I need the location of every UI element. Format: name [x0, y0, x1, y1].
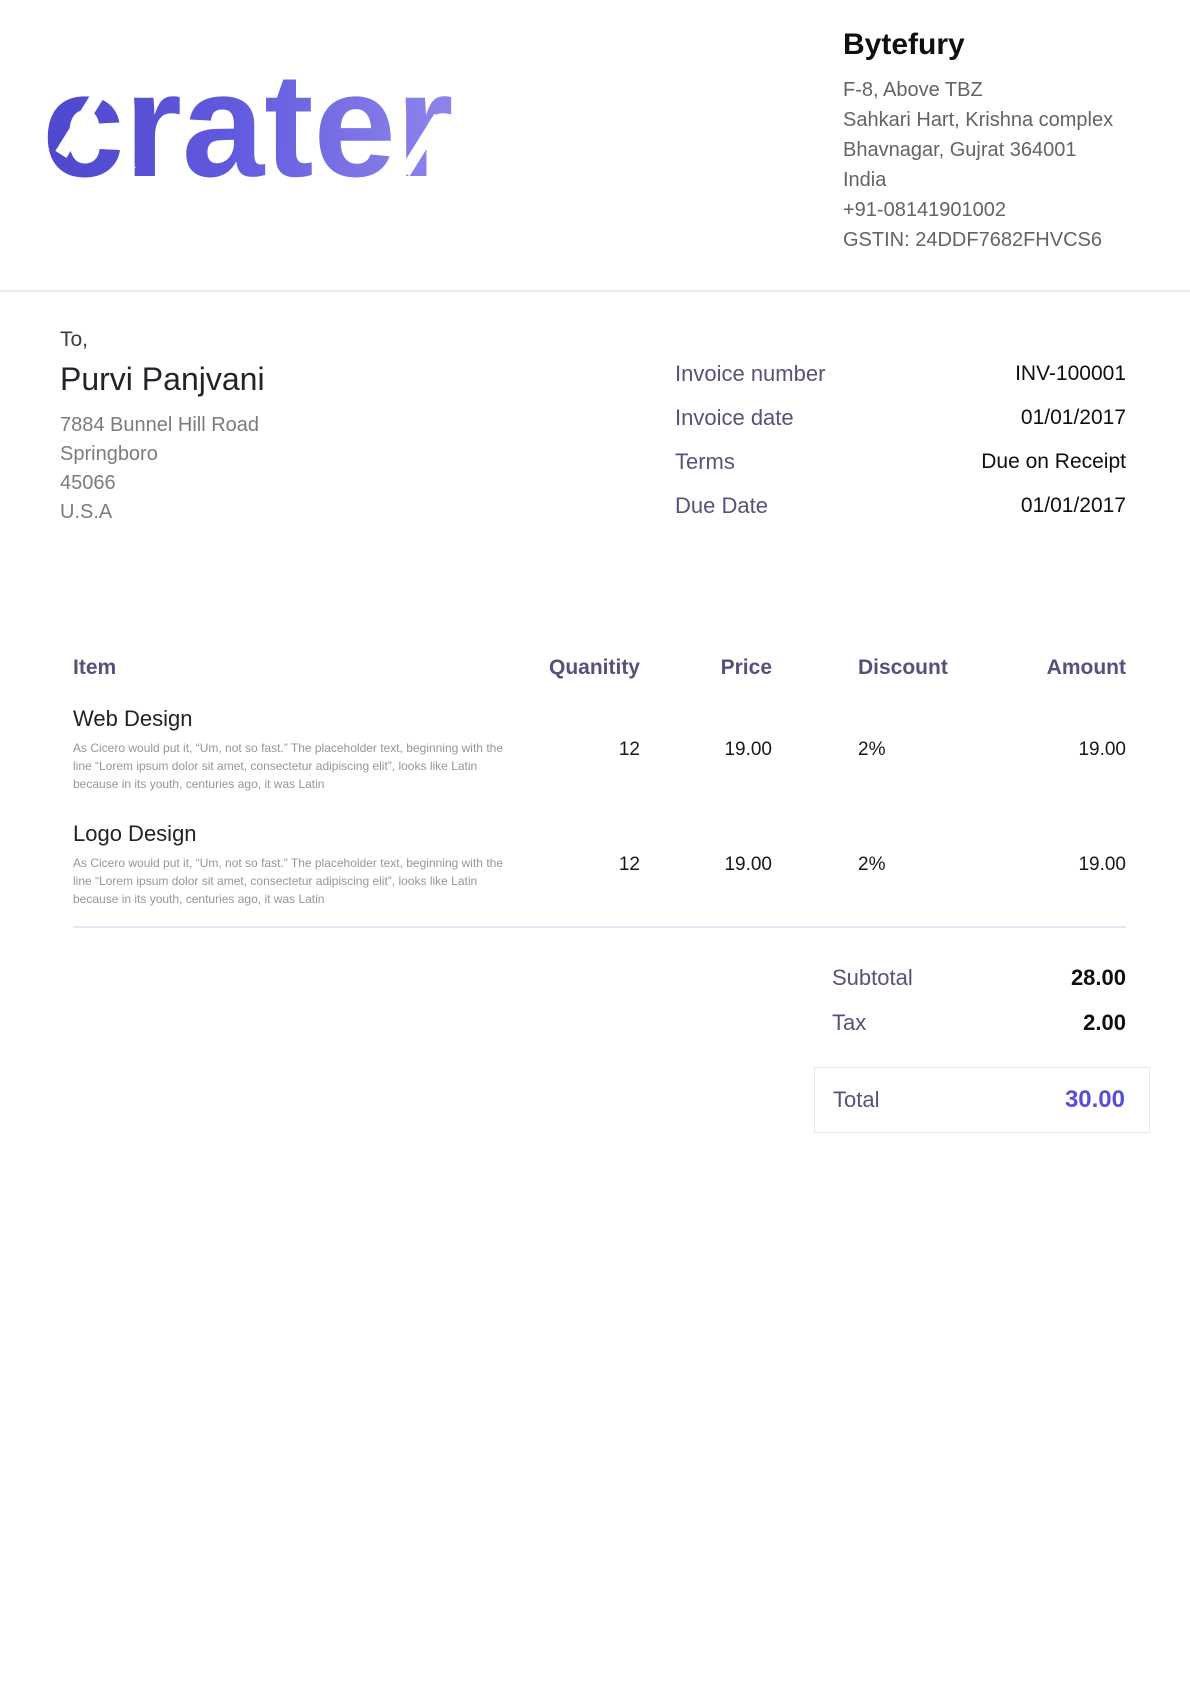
company-address-line: India — [843, 169, 887, 191]
due-date-label: Due Date — [675, 493, 768, 518]
invoice-date-row: Invoice date 01/01/2017 — [675, 396, 1126, 440]
customer-address-line: 45066 — [60, 472, 116, 494]
subtotal-label: Subtotal — [832, 964, 913, 990]
table-row: Logo Design As Cicero would put it, “Um,… — [73, 821, 1126, 908]
due-date-row: Due Date 01/01/2017 — [675, 484, 1126, 528]
item-amount: 19.00 — [1078, 853, 1126, 875]
subtotal-value: 28.00 — [1070, 964, 1126, 990]
invoice-header: crater Bytefury F-8, Above TBZ Sahkari H… — [0, 0, 1190, 292]
item-name: Web Design — [73, 706, 193, 731]
crater-logo: crater — [42, 43, 454, 208]
total-value: 30.00 — [1064, 1086, 1125, 1113]
customer-name: Purvi Panjvani — [60, 361, 265, 397]
item-quantity: 12 — [618, 853, 640, 875]
terms-label: Terms — [675, 449, 735, 474]
subtotal-row: Subtotal 28.00 — [814, 955, 1150, 1000]
invoice-date-value: 01/01/2017 — [1020, 406, 1126, 429]
tax-label: Tax — [832, 1009, 867, 1035]
item-quantity: 12 — [618, 738, 640, 760]
company-address-line: F-8, Above TBZ — [843, 79, 983, 101]
column-header-item: Item — [73, 656, 117, 679]
invoice-number-value: INV-100001 — [1015, 362, 1126, 385]
company-phone: +91-08141901002 — [843, 199, 1006, 221]
item-amount: 19.00 — [1078, 738, 1126, 760]
to-label: To, — [60, 328, 89, 351]
items-table-header: Item Quanitity Price Discount Amount — [73, 652, 1126, 684]
invoice-number-label: Invoice number — [675, 361, 826, 386]
column-header-price: Price — [720, 656, 772, 679]
customer-address-line: U.S.A — [60, 501, 113, 523]
item-cell: Logo Design As Cicero would put it, “Um,… — [73, 821, 503, 908]
invoice-meta-block: Invoice number INV-100001 Invoice date 0… — [675, 352, 1126, 528]
table-bottom-divider — [73, 926, 1126, 928]
company-gstin: GSTIN: 24DDF7682FHVCS6 — [843, 229, 1102, 251]
tax-row: Tax 2.00 — [814, 1000, 1150, 1045]
column-header-quantity: Quanitity — [548, 656, 640, 679]
item-name: Logo Design — [73, 821, 197, 846]
terms-row: Terms Due on Receipt — [675, 440, 1126, 484]
item-cell: Web Design As Cicero would put it, “Um, … — [73, 706, 503, 793]
invoice-number-row: Invoice number INV-100001 — [675, 352, 1126, 396]
company-name: Bytefury — [843, 28, 965, 61]
company-address-line: Sahkari Hart, Krishna complex — [843, 109, 1114, 131]
tax-value: 2.00 — [1083, 1009, 1126, 1035]
item-price: 19.00 — [724, 738, 772, 760]
terms-value: Due on Receipt — [981, 450, 1126, 473]
column-header-discount: Discount — [858, 656, 948, 679]
total-label: Total — [833, 1087, 880, 1112]
item-discount: 2% — [858, 738, 886, 760]
item-discount: 2% — [858, 853, 886, 875]
totals-block: Subtotal 28.00 Tax 2.00 Total 30.00 — [814, 955, 1150, 1133]
total-box: Total 30.00 — [814, 1067, 1150, 1133]
customer-address-line: Springboro — [60, 443, 158, 465]
company-block: Bytefury F-8, Above TBZ Sahkari Hart, Kr… — [843, 28, 1173, 255]
bill-to-block: To, Purvi Panjvani 7884 Bunnel Hill Road… — [60, 328, 480, 527]
due-date-value: 01/01/2017 — [1020, 494, 1126, 517]
item-description: As Cicero would put it, “Um, not so fast… — [73, 741, 503, 791]
item-price: 19.00 — [724, 853, 772, 875]
customer-address-line: 7884 Bunnel Hill Road — [60, 414, 260, 436]
column-header-amount: Amount — [1046, 656, 1126, 679]
table-row: Web Design As Cicero would put it, “Um, … — [73, 706, 1126, 793]
invoice-date-label: Invoice date — [675, 405, 794, 430]
items-table-body: Web Design As Cicero would put it, “Um, … — [73, 706, 1126, 936]
item-description: As Cicero would put it, “Um, not so fast… — [73, 856, 503, 906]
company-address-line: Bhavnagar, Gujrat 364001 — [843, 139, 1077, 161]
